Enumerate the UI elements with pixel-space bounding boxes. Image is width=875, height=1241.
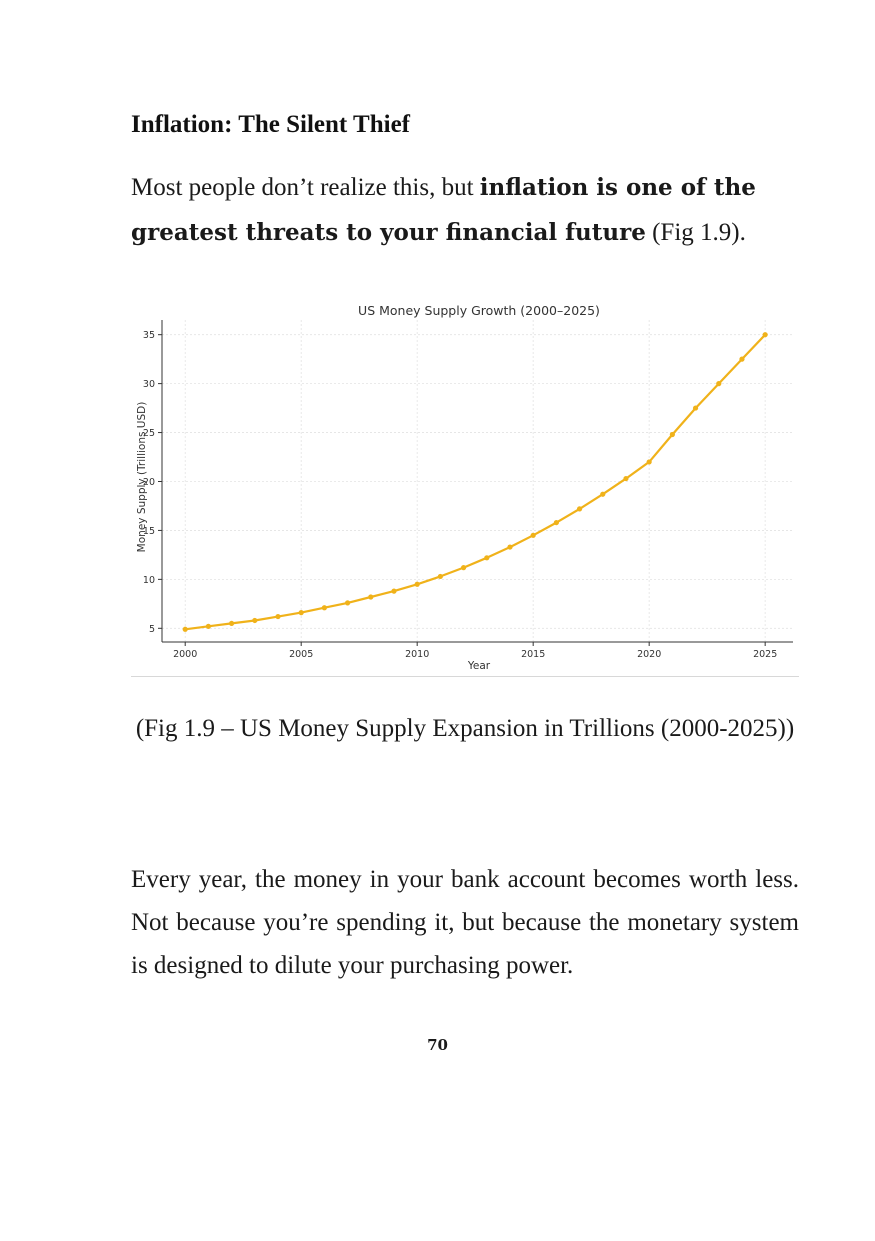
data-point — [484, 555, 490, 561]
chart-axes — [161, 320, 793, 643]
data-point — [739, 356, 745, 362]
data-point — [716, 381, 722, 387]
data-point — [205, 623, 211, 629]
data-point — [553, 519, 559, 526]
data-point — [623, 475, 629, 482]
y-tick-label: 25 — [143, 428, 155, 439]
y-tick-label: 15 — [143, 526, 155, 537]
data-point — [460, 565, 467, 571]
figure-caption: (Fig 1.9 – US Money Supply Expansion in … — [135, 715, 795, 742]
data-point — [600, 491, 606, 497]
data-point — [646, 459, 652, 465]
y-tick-label: 20 — [143, 477, 155, 488]
data-point — [692, 405, 699, 411]
y-tick-label: 10 — [143, 575, 155, 586]
data-point — [576, 506, 583, 512]
page-number: 70 — [427, 1036, 448, 1054]
x-tick-label: 2000 — [173, 649, 197, 660]
intro-lead-text: Most people don’t realize this, but — [131, 174, 480, 201]
intro-bold-text: inflation is one of the greatest threats… — [131, 174, 756, 246]
body-paragraph: Every year, the money in your bank accou… — [131, 866, 799, 979]
data-point — [321, 605, 327, 611]
intro-paragraph: Most people don’t realize this, but infl… — [131, 165, 799, 255]
data-point — [669, 431, 675, 438]
section-heading: Inflation: The Silent Thief — [131, 111, 410, 138]
data-point — [507, 544, 513, 550]
chart-grid — [162, 320, 793, 642]
data-point — [762, 332, 768, 338]
data-point — [437, 573, 443, 580]
chart-svg: US Money Supply Growth (2000–2025) 2000 2… — [131, 303, 799, 677]
series-line — [185, 333, 766, 631]
x-tick-label: 2005 — [289, 649, 313, 660]
data-point — [252, 617, 258, 624]
chart-ylabel: Money Supply (Trillions USD) — [136, 402, 148, 553]
data-point — [275, 613, 281, 620]
data-point — [228, 620, 235, 627]
y-tick-label: 5 — [149, 624, 155, 635]
money-supply-chart: US Money Supply Growth (2000–2025) 2000 2… — [131, 296, 799, 678]
data-point — [182, 626, 188, 632]
x-tick-label: 2020 — [637, 649, 661, 660]
data-point — [298, 610, 304, 616]
chart-title: US Money Supply Growth (2000–2025) — [358, 303, 600, 318]
y-tick-label: 35 — [143, 330, 155, 341]
data-point — [344, 600, 351, 606]
chart-xlabel: Year — [467, 660, 491, 672]
intro-figure-ref: (Fig 1.9). — [645, 219, 746, 246]
x-tick-label: 2025 — [753, 649, 777, 660]
data-point — [391, 588, 397, 594]
x-tick-label: 2010 — [405, 649, 429, 660]
data-point — [368, 594, 374, 600]
y-tick-label: 30 — [143, 379, 155, 390]
data-point — [530, 532, 536, 538]
x-tick-label: 2015 — [521, 649, 545, 660]
chart-series — [182, 332, 768, 632]
data-point — [414, 581, 420, 587]
